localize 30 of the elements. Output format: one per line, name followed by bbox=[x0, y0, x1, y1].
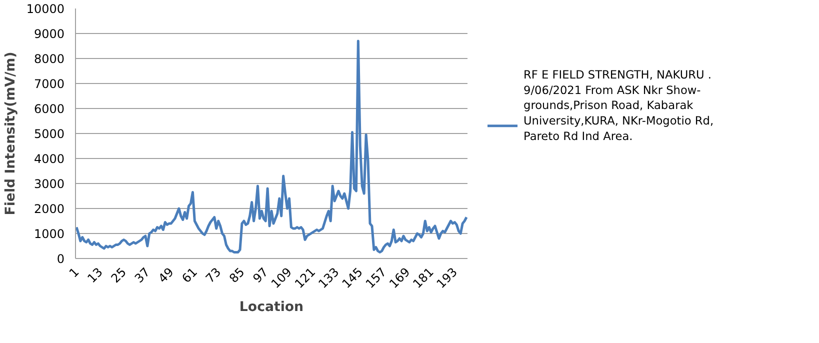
x-tick-label: 61 bbox=[179, 264, 200, 286]
x-tick-label: 97 bbox=[250, 264, 271, 286]
x-tick-label: 73 bbox=[202, 264, 224, 286]
x-tick-label: 85 bbox=[226, 264, 248, 286]
line-series bbox=[76, 40, 468, 254]
y-tick-label: 10000 bbox=[26, 2, 65, 16]
y-tick-label: 4000 bbox=[34, 152, 65, 166]
y-axis-title: Field Intensity(mV/m) bbox=[3, 52, 18, 216]
x-tick-label: 133 bbox=[316, 264, 342, 291]
y-tick-label: 8000 bbox=[34, 52, 65, 66]
y-tick-label: 2000 bbox=[34, 202, 65, 216]
x-tick-label: 37 bbox=[132, 264, 153, 286]
x-tick-label: 193 bbox=[434, 264, 460, 291]
x-tick-label: 181 bbox=[410, 264, 436, 291]
y-tick-label: 7000 bbox=[34, 77, 65, 91]
x-tick-label: 13 bbox=[84, 264, 106, 286]
text: RF E FIELD STRENGTH, NAKURU . 9/06/2021 From ASK Nkr Show-grounds,Prison Road, Kabarak University,KURA, NKr-Mogotio Rd, Pareto Rd Ind Area. bbox=[524, 67, 714, 144]
y-tick-label: 0 bbox=[56, 252, 65, 266]
x-tick-label: 25 bbox=[108, 264, 130, 286]
x-tick-label: 1 bbox=[66, 264, 82, 280]
x-axis-title: Location bbox=[239, 300, 304, 316]
y-tick-label: 5000 bbox=[34, 127, 65, 141]
x-tick-label: 49 bbox=[156, 264, 176, 286]
x-tick-label: 169 bbox=[386, 264, 413, 291]
y-tick-label: 3000 bbox=[34, 177, 65, 191]
x-tick-label: 121 bbox=[292, 264, 318, 291]
y-tick-label: 1000 bbox=[34, 227, 65, 241]
y-tick-label: 9000 bbox=[34, 27, 65, 41]
x-tick-label: 109 bbox=[268, 264, 295, 291]
y-tick-label: 6000 bbox=[34, 102, 65, 116]
